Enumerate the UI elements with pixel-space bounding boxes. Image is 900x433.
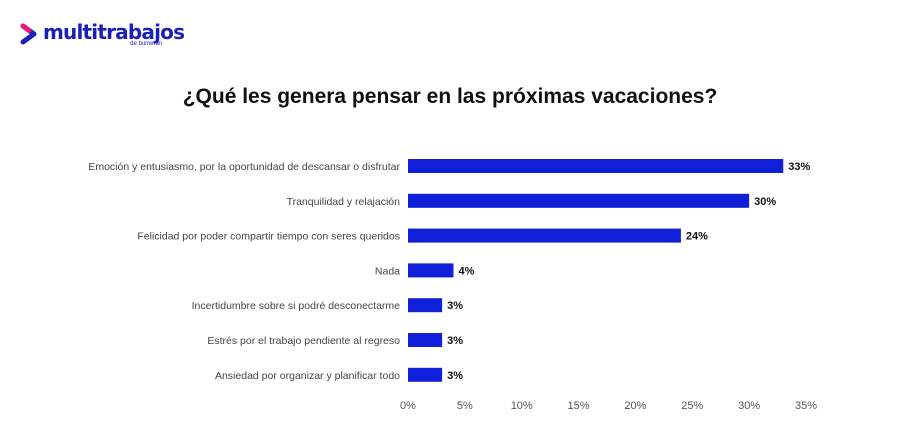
value-label: 24% bbox=[686, 231, 708, 243]
bar bbox=[408, 228, 681, 243]
brand-name: multitrabajos bbox=[43, 20, 185, 44]
x-tick-label: 10% bbox=[511, 400, 533, 412]
x-tick-label: 0% bbox=[400, 400, 416, 412]
value-label: 3% bbox=[447, 300, 463, 312]
category-label: Emoción y entusiasmo, por la oportunidad… bbox=[88, 161, 400, 173]
category-label: Estrés por el trabajo pendiente al regre… bbox=[207, 335, 400, 347]
brand-tagline: de bumeran bbox=[130, 41, 163, 47]
bar bbox=[408, 367, 443, 382]
x-tick-label: 15% bbox=[568, 400, 590, 412]
category-label: Felicidad por poder compartir tiempo con… bbox=[137, 231, 400, 243]
chart-title: ¿Qué les genera pensar en las próximas v… bbox=[182, 85, 718, 108]
x-tick-label: 5% bbox=[457, 400, 473, 412]
category-label: Incertidumbre sobre si podré desconectar… bbox=[192, 300, 401, 312]
bar bbox=[408, 298, 443, 313]
x-tick-label: 35% bbox=[795, 400, 817, 412]
bar bbox=[408, 333, 443, 347]
bar bbox=[408, 193, 750, 208]
value-label: 3% bbox=[447, 335, 463, 347]
brand-chevron-icon bbox=[20, 23, 37, 45]
x-tick-label: 25% bbox=[681, 400, 703, 412]
value-label: 30% bbox=[754, 196, 776, 208]
bar bbox=[408, 159, 784, 173]
x-tick-label: 20% bbox=[624, 400, 646, 412]
value-label: 3% bbox=[447, 370, 463, 382]
category-label: Tranquilidad y relajación bbox=[287, 196, 401, 208]
category-label: Ansiedad por organizar y planificar todo bbox=[215, 370, 400, 382]
value-label: 33% bbox=[788, 161, 810, 173]
value-label: 4% bbox=[458, 265, 474, 277]
x-tick-label: 30% bbox=[738, 400, 760, 412]
brand-logo: multitrabajos de bumeran bbox=[20, 20, 185, 47]
bar bbox=[408, 263, 454, 278]
category-label: Nada bbox=[375, 265, 400, 277]
